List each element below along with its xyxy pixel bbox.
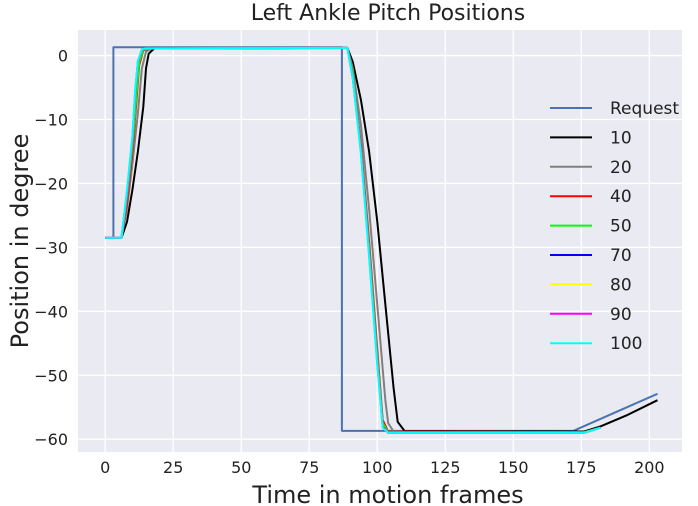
y-axis-label: Position in degree <box>6 134 34 349</box>
legend-label: 70 <box>610 246 632 266</box>
x-tick-label: 150 <box>498 458 529 477</box>
x-tick-label: 175 <box>566 458 597 477</box>
x-tick-label: 0 <box>100 458 110 477</box>
y-tick-label: −30 <box>34 238 68 257</box>
y-tick-label: 0 <box>58 47 68 66</box>
x-tick-label: 125 <box>430 458 461 477</box>
legend-label: 50 <box>610 217 632 237</box>
chart-title: Left Ankle Pitch Positions <box>251 1 525 26</box>
series-line-100 <box>105 46 601 434</box>
y-tick-label: −20 <box>34 174 68 193</box>
legend-label: 80 <box>610 275 632 295</box>
x-tick-label: 200 <box>634 458 665 477</box>
legend-label: Request <box>610 99 679 119</box>
x-tick-label: 50 <box>231 458 251 477</box>
x-tick-label: 25 <box>163 458 183 477</box>
legend-label: 40 <box>610 187 632 207</box>
series-lines <box>105 46 658 434</box>
y-tick-label: −40 <box>34 302 68 321</box>
tick-labels: 0 25 50 75 100 125 150 175 200 0 −10 −20 −30 −40 −50 −6… <box>34 47 664 477</box>
legend-label: 90 <box>610 305 632 325</box>
legend-label: 10 <box>610 128 632 148</box>
y-tick-label: −60 <box>34 430 68 449</box>
legend-label: 20 <box>610 158 632 178</box>
x-tick-label: 75 <box>299 458 319 477</box>
y-tick-label: −50 <box>34 366 68 385</box>
y-tick-label: −10 <box>34 111 68 130</box>
x-tick-label: 100 <box>362 458 393 477</box>
legend: Request 10 20 40 50 70 80 90 100 <box>550 99 679 354</box>
x-axis-label: Time in motion frames <box>251 481 523 506</box>
legend-label: 100 <box>610 334 642 354</box>
